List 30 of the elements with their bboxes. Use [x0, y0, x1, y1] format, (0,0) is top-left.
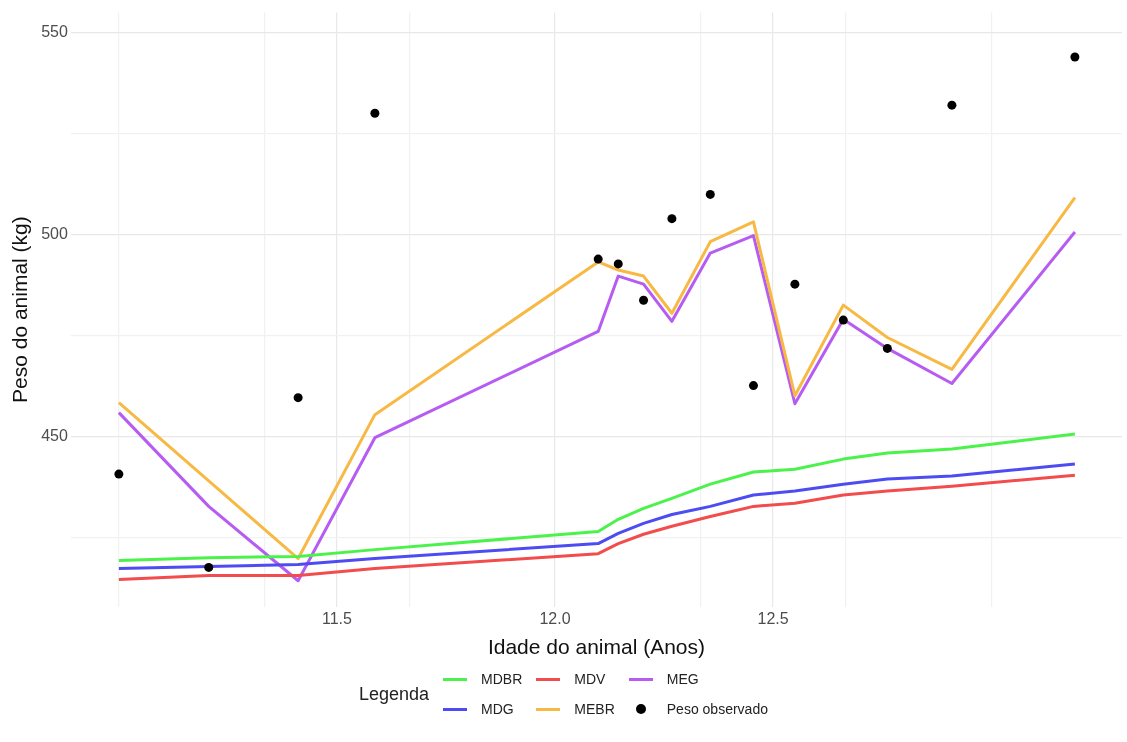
point	[593, 254, 603, 264]
point	[613, 259, 623, 269]
point	[748, 381, 758, 391]
legend-label: MDBR	[481, 671, 523, 687]
y-tick-label: 450	[41, 427, 68, 445]
point	[639, 295, 649, 305]
x-axis-title: Idade do animal (Anos)	[487, 635, 706, 659]
legend-label: MEBR	[574, 701, 615, 717]
y-axis-title: Peso do animal (kg)	[8, 216, 32, 403]
point	[667, 214, 677, 224]
point	[838, 315, 848, 325]
x-tick-label: 11.5	[321, 609, 353, 627]
point	[705, 189, 715, 199]
legend-label: Peso observado	[666, 701, 768, 717]
legend-label: MEG	[666, 671, 699, 687]
point	[947, 100, 957, 110]
x-tick-label: 12.5	[757, 609, 789, 627]
x-tick-label: 12.0	[539, 609, 571, 627]
point	[370, 108, 380, 118]
point	[114, 469, 124, 479]
y-tick-label: 500	[41, 225, 68, 243]
legend-label: MDV	[574, 671, 606, 687]
point	[204, 562, 214, 572]
point	[882, 343, 892, 353]
y-tick-label: 550	[41, 23, 68, 41]
point	[790, 279, 800, 289]
point	[1070, 52, 1080, 62]
legend-label: MDG	[481, 701, 514, 717]
legend-title: Legenda	[359, 683, 430, 705]
point	[293, 393, 303, 403]
